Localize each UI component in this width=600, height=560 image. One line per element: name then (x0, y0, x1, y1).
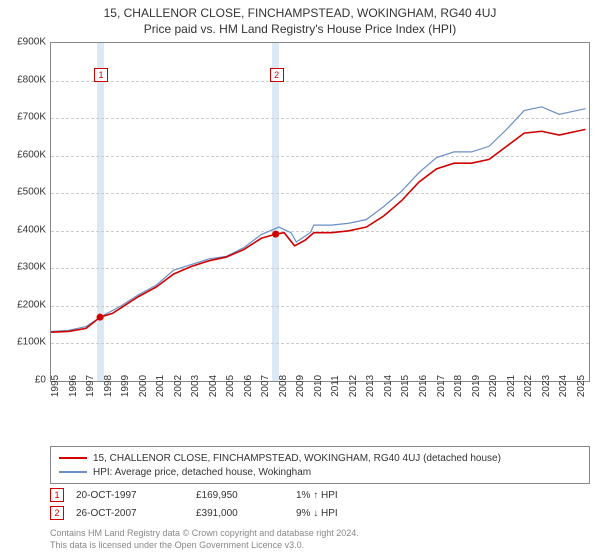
x-axis-label: 2013 (365, 375, 376, 397)
line-price-paid (51, 129, 585, 332)
legend-label: 15, CHALLENOR CLOSE, FINCHAMPSTEAD, WOKI… (93, 453, 501, 464)
chart-subtitle: Price paid vs. HM Land Registry's House … (0, 20, 600, 36)
sale-date: 20-OCT-1997 (76, 490, 196, 501)
x-axis-label: 1999 (120, 375, 131, 397)
legend: 15, CHALLENOR CLOSE, FINCHAMPSTEAD, WOKI… (50, 446, 590, 484)
x-axis-label: 2024 (558, 375, 569, 397)
x-axis-label: 1997 (85, 375, 96, 397)
x-axis-label: 2011 (330, 375, 341, 397)
sale-date: 26-OCT-2007 (76, 508, 196, 519)
line-hpi (51, 107, 585, 332)
y-axis-label: £500K (17, 187, 46, 198)
legend-item-price-paid: 15, CHALLENOR CLOSE, FINCHAMPSTEAD, WOKI… (59, 451, 581, 465)
x-axis-label: 1996 (68, 375, 79, 397)
footer-line: This data is licensed under the Open Gov… (50, 540, 590, 552)
x-axis-label: 2012 (348, 375, 359, 397)
x-axis-label: 1998 (103, 375, 114, 397)
y-axis-label: £100K (17, 337, 46, 348)
x-axis-label: 2005 (225, 375, 236, 397)
x-axis-label: 2021 (506, 375, 517, 397)
x-axis-label: 2022 (523, 375, 534, 397)
chart-area: 12 £0£100K£200K£300K£400K£500K£600K£700K… (50, 42, 590, 412)
y-axis-label: £200K (17, 299, 46, 310)
sale-row: 1 20-OCT-1997£169,9501% ↑ HPI (50, 486, 590, 504)
x-axis-label: 2002 (173, 375, 184, 397)
footer-credit: Contains HM Land Registry data © Crown c… (50, 528, 590, 551)
y-axis-label: £900K (17, 37, 46, 48)
y-axis-label: £700K (17, 112, 46, 123)
x-axis-label: 2008 (278, 375, 289, 397)
sale-marker-box: 1 (94, 68, 108, 82)
sale-marker-box: 1 (50, 488, 64, 502)
x-axis-label: 2016 (418, 375, 429, 397)
sale-marker-box: 2 (50, 506, 64, 520)
sale-hpi: 9% ↓ HPI (296, 508, 396, 519)
y-axis-label: £600K (17, 149, 46, 160)
x-axis-label: 2007 (260, 375, 271, 397)
legend-swatch (59, 471, 87, 473)
sale-price: £391,000 (196, 508, 296, 519)
x-axis-label: 2018 (453, 375, 464, 397)
x-axis-label: 2019 (471, 375, 482, 397)
x-axis-label: 2006 (243, 375, 254, 397)
x-axis-label: 2009 (295, 375, 306, 397)
sale-row: 2 26-OCT-2007£391,0009% ↓ HPI (50, 504, 590, 522)
plot-region: 12 (50, 42, 590, 382)
x-axis-label: 2017 (436, 375, 447, 397)
sale-dot (272, 231, 279, 238)
x-axis-label: 2015 (400, 375, 411, 397)
x-axis-label: 2003 (190, 375, 201, 397)
legend-swatch (59, 457, 87, 459)
y-axis-label: £400K (17, 224, 46, 235)
y-axis-label: £0 (35, 375, 46, 386)
x-axis-label: 2025 (576, 375, 587, 397)
sale-hpi: 1% ↑ HPI (296, 490, 396, 501)
x-axis-label: 2023 (541, 375, 552, 397)
chart-title: 15, CHALLENOR CLOSE, FINCHAMPSTEAD, WOKI… (0, 0, 600, 20)
legend-item-hpi: HPI: Average price, detached house, Woki… (59, 465, 581, 479)
x-axis-label: 1995 (50, 375, 61, 397)
x-axis-label: 2010 (313, 375, 324, 397)
sale-price: £169,950 (196, 490, 296, 501)
x-axis-label: 2020 (488, 375, 499, 397)
x-axis-label: 2001 (155, 375, 166, 397)
legend-label: HPI: Average price, detached house, Woki… (93, 467, 311, 478)
y-axis-label: £800K (17, 74, 46, 85)
x-axis-label: 2004 (208, 375, 219, 397)
sale-marker-box: 2 (270, 68, 284, 82)
x-axis-label: 2000 (138, 375, 149, 397)
x-axis-label: 2014 (383, 375, 394, 397)
sales-table: 1 20-OCT-1997£169,9501% ↑ HPI 2 26-OCT-2007… (50, 486, 590, 522)
y-axis-label: £300K (17, 262, 46, 273)
sale-dot (97, 314, 104, 321)
footer-line: Contains HM Land Registry data © Crown c… (50, 528, 590, 540)
